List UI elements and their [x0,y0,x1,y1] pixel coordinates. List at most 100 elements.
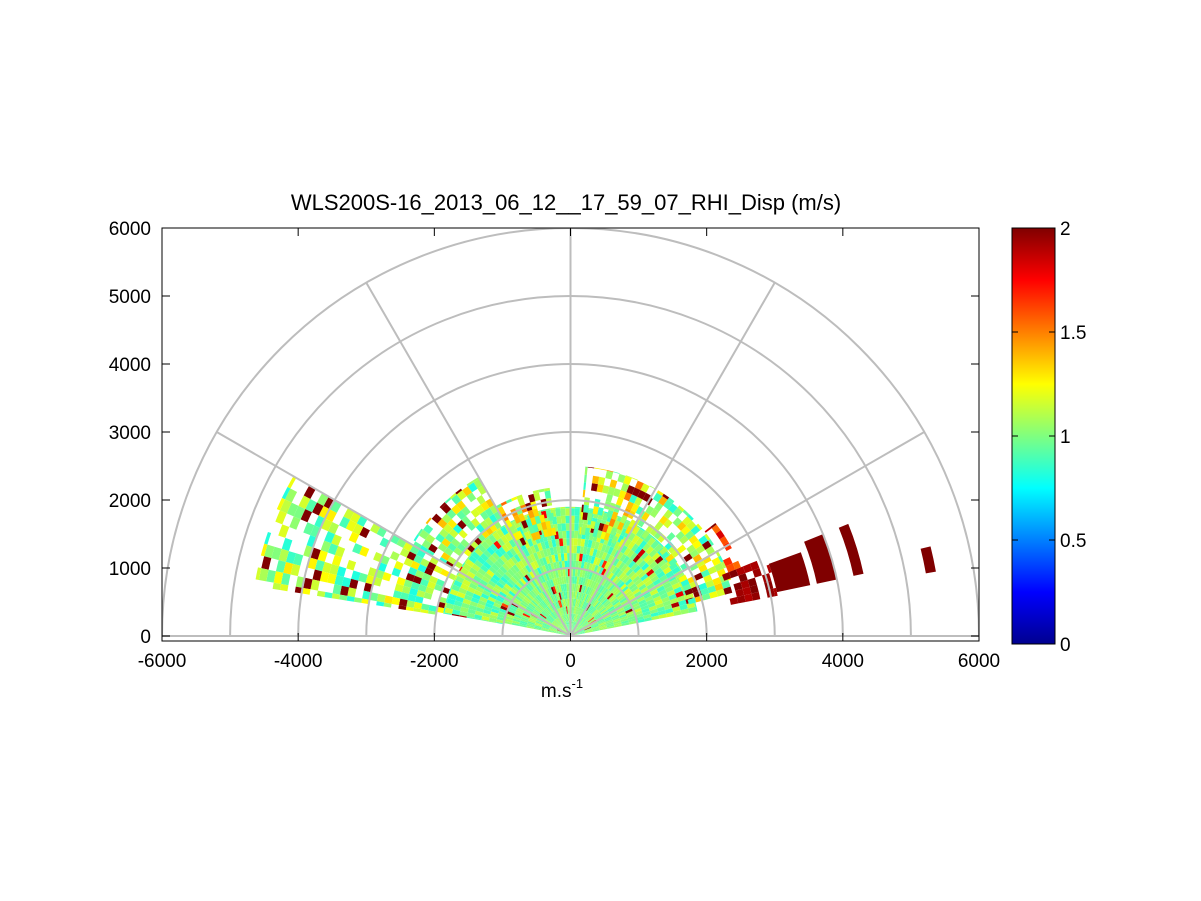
dispersion-cell [604,553,611,562]
dispersion-cell [643,554,652,563]
dispersion-cell [654,567,663,576]
y-tick-label: 5000 [109,287,151,308]
dispersion-cell [425,586,435,595]
x-tick-label: 4000 [822,651,864,672]
dispersion-cell [573,598,577,607]
dispersion-cell [554,619,561,626]
dispersion-cell [545,607,552,614]
dispersion-cell [665,553,675,563]
dispersion-cell [532,524,539,533]
dispersion-cell [578,599,582,608]
dispersion-cell [481,615,490,621]
dispersion-cell [623,521,632,531]
dispersion-cell [557,553,562,562]
dispersion-cell [560,508,566,517]
dispersion-cell [584,612,591,620]
dispersion-cell [582,610,588,618]
dispersion-cell [655,602,664,609]
dispersion-cell [546,548,552,557]
dispersion-cell [479,510,489,521]
dispersion-cell [472,477,480,483]
dispersion-cell [578,607,582,616]
dispersion-cell [408,566,418,576]
dispersion-cell [671,566,681,575]
dispersion-cell [588,618,596,624]
dispersion-cell [637,548,646,558]
dispersion-cell [448,593,457,601]
dispersion-cell [613,541,621,550]
dispersion-cell [539,613,547,619]
dispersion-cell [416,590,426,598]
dispersion-cell [577,630,585,634]
dispersion-cell [640,483,650,493]
dispersion-cell [312,569,323,581]
dispersion-cell [534,607,542,614]
dispersion-cell [651,592,660,599]
dispersion-cell [558,576,563,585]
dispersion-cell [590,540,597,549]
dispersion-cell [590,598,597,606]
dispersion-cell [625,525,633,535]
dispersion-cell [440,568,450,577]
dispersion-cell [575,614,579,623]
dispersion-cell [493,540,502,550]
dispersion-cell [479,579,488,587]
dispersion-cell [579,600,584,608]
dispersion-cell [562,606,566,615]
dispersion-cell [631,525,640,535]
dispersion-cell [489,577,499,585]
dispersion-cell [587,605,594,613]
dispersion-cell [590,555,596,564]
dispersion-cell [519,578,527,586]
dispersion-cell [590,572,596,581]
x-axis: -6000 -4000 -2000 0 2000 4000 6000 [138,228,1000,672]
dispersion-cell [441,513,452,524]
dispersion-cell [465,590,474,598]
dispersion-cell [468,567,478,576]
dispersion-cell [495,527,501,532]
dispersion-cell [516,593,525,600]
dispersion-cell [541,591,548,599]
dispersion-cell [384,595,393,604]
dispersion-cell [509,547,517,557]
dispersion-cell [425,517,432,525]
dispersion-cell [487,596,496,603]
dispersion-cell [538,593,545,601]
dispersion-cell [587,587,592,595]
dispersion-cell [303,485,316,499]
dispersion-cell [645,546,654,555]
dispersion-cell [665,611,675,618]
dispersion-cell [583,561,588,570]
dispersion-cell [539,549,546,559]
dispersion-cell [536,542,543,552]
dispersion-cell [466,616,475,619]
dispersion-cell [571,598,574,607]
dispersion-cell [403,557,414,567]
dispersion-cell [347,587,357,598]
dispersion-cell [610,612,619,618]
dispersion-cell [493,511,503,521]
dispersion-cell [566,545,571,554]
dispersion-cell [635,557,644,566]
dispersion-cell [742,586,752,596]
dispersion-cell [618,595,626,602]
dispersion-cell [561,591,565,600]
dispersion-cell [634,480,644,491]
dispersion-cell [622,555,630,564]
dispersion-cell [574,614,578,622]
dispersion-cell [488,620,497,623]
dispersion-cell [749,560,760,571]
dispersion-cell [533,627,542,631]
dispersion-cell [491,563,500,572]
dispersion-cell [624,590,633,597]
dispersion-cell [502,563,510,572]
dispersion-cell [555,632,564,635]
dispersion-cell [505,498,513,504]
dispersion-cell [663,581,672,590]
dispersion-cell [549,628,557,632]
dispersion-cell [606,625,615,629]
dispersion-cell [628,583,637,591]
dispersion-cell [509,566,518,575]
dispersion-cell [533,560,540,569]
dispersion-cell [560,515,566,524]
